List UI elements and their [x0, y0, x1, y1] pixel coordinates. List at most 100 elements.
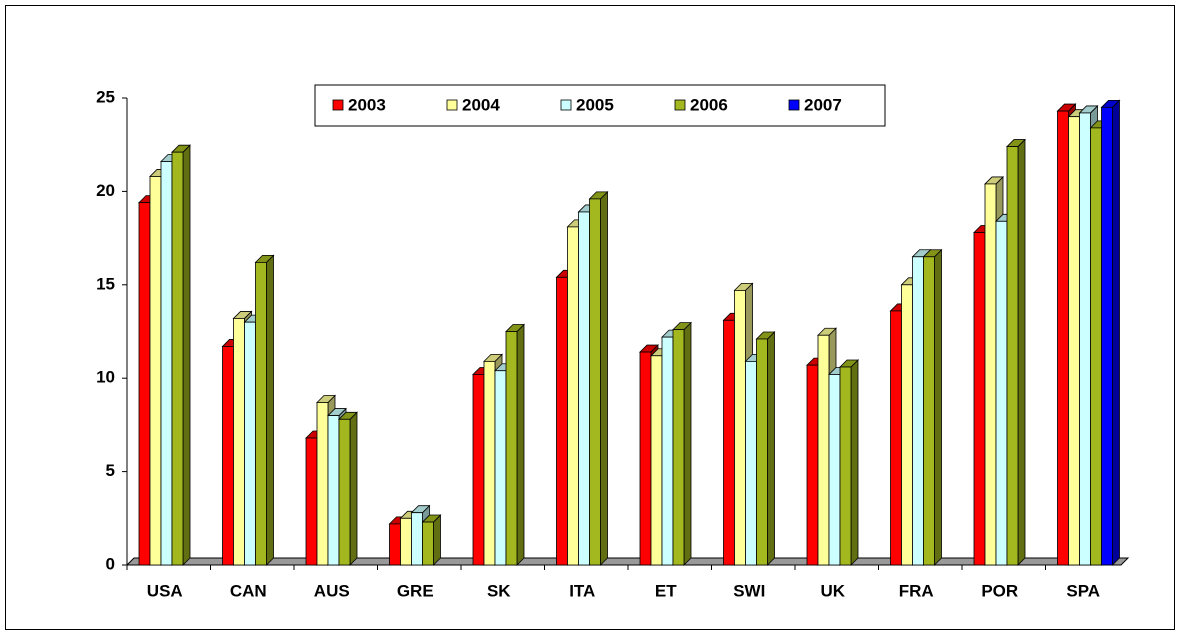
bar	[828, 374, 841, 566]
bar	[578, 211, 590, 566]
bar-3d	[254, 254, 275, 566]
bar	[901, 284, 913, 566]
bar-side	[1017, 138, 1026, 566]
legend-label: 2005	[576, 95, 614, 114]
bar	[984, 183, 997, 566]
x-tick-label: UK	[820, 581, 845, 600]
legend-label: 2007	[804, 95, 842, 114]
bar-3d	[171, 144, 191, 566]
legend-swatch	[332, 99, 344, 111]
bar	[973, 232, 986, 566]
bar	[890, 310, 902, 566]
bar-3d	[505, 323, 525, 566]
y-tick-label: 15	[96, 274, 115, 293]
bar	[1006, 146, 1019, 566]
bar-3d	[421, 514, 442, 566]
y-tick-label: 5	[106, 461, 115, 480]
bar	[817, 334, 830, 566]
x-tick-label: SWI	[733, 581, 765, 600]
bar	[723, 319, 735, 566]
bar	[316, 402, 329, 566]
bar-3d	[672, 321, 692, 566]
bar	[422, 521, 434, 566]
x-tick-label: ET	[655, 581, 677, 600]
bar-side	[934, 248, 942, 566]
bar-side	[683, 321, 692, 566]
bar	[472, 374, 485, 566]
x-tick-label: ITA	[569, 581, 595, 600]
y-tick-label: 25	[96, 87, 115, 106]
bar-side	[182, 144, 191, 566]
bar	[661, 336, 674, 566]
bar	[567, 226, 579, 566]
bar	[171, 151, 184, 566]
bar	[483, 360, 496, 566]
legend-swatch	[446, 99, 458, 111]
bar	[1101, 106, 1113, 566]
bar	[1057, 110, 1069, 566]
x-tick-label: POR	[981, 581, 1018, 600]
x-tick-label: AUS	[314, 581, 350, 600]
bar	[244, 321, 256, 566]
legend-label: 2004	[462, 95, 500, 114]
bar	[222, 346, 234, 566]
bar	[160, 161, 173, 566]
bar	[556, 276, 568, 566]
bar-3d	[922, 248, 943, 566]
bar	[589, 198, 601, 566]
bar	[745, 360, 757, 566]
bar	[806, 364, 819, 566]
bar-side	[600, 190, 608, 566]
bar-3d	[1100, 99, 1121, 566]
x-tick-label: USA	[147, 581, 183, 600]
bar	[923, 256, 935, 566]
bar	[1079, 112, 1091, 566]
bar	[639, 351, 652, 566]
bar	[327, 415, 340, 566]
bar	[756, 338, 768, 566]
x-tick-label: SK	[487, 581, 511, 600]
bar	[338, 418, 351, 566]
x-tick-label: FRA	[899, 581, 934, 600]
bar	[255, 261, 267, 566]
bar	[672, 329, 685, 566]
bar	[400, 517, 412, 566]
bar-3d	[338, 411, 358, 566]
bar	[734, 290, 746, 566]
bar-3d	[588, 190, 609, 566]
bar-side	[433, 514, 441, 566]
x-tick-label: SPA	[1066, 581, 1100, 600]
legend-label: 2006	[690, 95, 728, 114]
bar-side	[349, 411, 358, 566]
bar-side	[850, 359, 859, 566]
bar	[494, 370, 507, 566]
y-tick-label: 0	[106, 554, 115, 573]
bar	[138, 202, 151, 566]
x-tick-label: CAN	[230, 581, 267, 600]
bar-side	[266, 254, 274, 566]
bar-side	[516, 323, 525, 566]
bar	[650, 355, 663, 566]
bar-3d	[1006, 138, 1026, 566]
bar	[1068, 116, 1080, 566]
bar	[149, 176, 162, 566]
bar-side	[767, 331, 775, 566]
bar-side	[1112, 99, 1120, 566]
bar-3d	[755, 331, 776, 566]
y-tick-label: 10	[96, 368, 115, 387]
bar	[411, 512, 423, 566]
y-tick-label: 20	[96, 181, 115, 200]
bar	[233, 318, 245, 566]
legend-swatch	[674, 99, 686, 111]
legend-swatch	[560, 99, 572, 111]
bar	[505, 331, 518, 566]
bar	[305, 437, 318, 566]
bar	[389, 523, 401, 566]
legend-label: 2003	[348, 95, 386, 114]
bar	[839, 366, 852, 566]
bar	[1090, 127, 1102, 566]
bar	[912, 256, 924, 566]
x-tick-label: GRE	[397, 581, 434, 600]
legend-swatch	[788, 99, 800, 111]
